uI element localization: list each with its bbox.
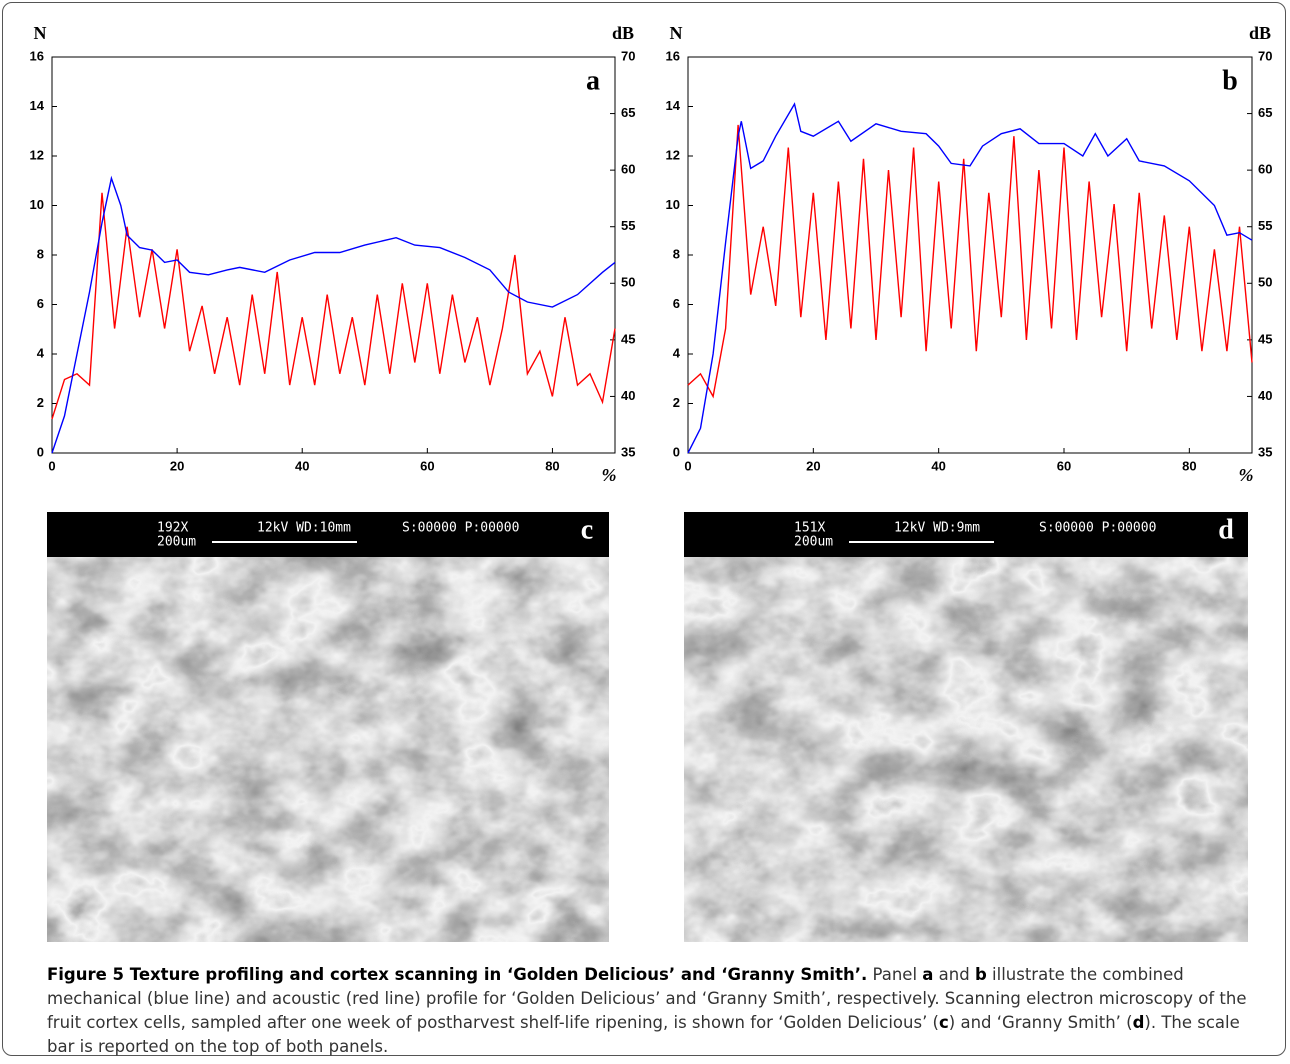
y2-tick-label: 45 [621, 331, 635, 346]
x-tick-label: 40 [295, 458, 309, 473]
y-tick-label: 16 [30, 48, 44, 63]
sem-header [47, 512, 609, 557]
magnification: 192X [157, 521, 188, 536]
scale-label: 200um [157, 535, 196, 550]
y-tick-label: 8 [37, 246, 44, 261]
y2-tick-label: 50 [621, 275, 635, 290]
caption-bold: Figure 5 Texture profiling and cortex sc… [47, 965, 868, 984]
data-line [687, 124, 1253, 399]
caption-bold: b [974, 965, 987, 984]
y-tick-label: 6 [673, 296, 680, 311]
caption-text: and [933, 965, 975, 984]
counter: S:00000 P:00000 [1039, 521, 1156, 536]
panel-label: a [586, 65, 600, 96]
y-tick-label: 12 [666, 147, 680, 162]
x-tick-label: 60 [420, 458, 434, 473]
caption-bold: d [1132, 1013, 1145, 1032]
y-tick-label: 6 [37, 296, 44, 311]
y2-tick-label: 70 [621, 48, 635, 63]
caption-text: ). The scale bar is reported on the top … [47, 1013, 1240, 1056]
caption-bold: c [939, 1013, 949, 1032]
y-tick-label: 10 [666, 197, 680, 212]
y2-tick-label: 55 [1258, 218, 1272, 233]
y2-tick-label: 45 [1258, 331, 1272, 346]
data-line [687, 102, 1253, 454]
x-tick-label: 20 [170, 458, 184, 473]
data-line [51, 175, 616, 454]
sem-image [47, 557, 609, 942]
caption-text: Panel [867, 965, 923, 984]
y-tick-label: 0 [37, 444, 44, 459]
settings: 12kV WD:9mm [894, 521, 980, 536]
panel-label: b [1222, 65, 1238, 96]
y2-tick-label: 65 [621, 105, 635, 120]
plot-frame [51, 56, 616, 454]
caption-text: ) and ‘Granny Smith’ ( [948, 1013, 1133, 1032]
y-tick-label: 14 [30, 98, 45, 113]
x-axis-label: % [1239, 465, 1254, 485]
sem-header [684, 512, 1248, 557]
y-axis-label: N [34, 23, 47, 43]
y-tick-label: 10 [30, 197, 44, 212]
y2-tick-label: 65 [1258, 105, 1272, 120]
y-tick-label: 12 [30, 147, 44, 162]
chart: 0 2 4 6 8 10 12 14 16 35 40 45 50 55 60 65 70 0 20 40 60 80 N d… [30, 23, 636, 485]
chart: 0 2 4 6 8 10 12 14 16 35 40 45 50 55 60 65 70 0 20 40 60 80 N d… [666, 23, 1273, 485]
y-tick-label: 14 [666, 98, 681, 113]
y2-axis-label: dB [612, 23, 634, 43]
x-tick-label: 80 [1182, 458, 1196, 473]
caption-text: illustrate the combined mechanical (blue… [47, 965, 1247, 1032]
micrograph: 192X 12kV WD:10mm S:00000 P:00000 200um c [47, 512, 609, 942]
x-tick-label: 80 [545, 458, 559, 473]
y-tick-label: 16 [666, 48, 680, 63]
y-tick-label: 4 [673, 345, 681, 360]
scale-label: 200um [794, 535, 833, 550]
y2-tick-label: 40 [1258, 388, 1272, 403]
x-tick-label: 20 [806, 458, 820, 473]
y2-tick-label: 35 [621, 444, 635, 459]
caption-bold: a [922, 965, 934, 984]
y-tick-label: 2 [673, 395, 680, 410]
x-tick-label: 0 [48, 458, 55, 473]
y-tick-label: 4 [37, 345, 45, 360]
y2-tick-label: 55 [621, 218, 635, 233]
y2-tick-label: 60 [1258, 162, 1272, 177]
y2-tick-label: 35 [1258, 444, 1272, 459]
sem-image [684, 557, 1248, 942]
x-tick-label: 0 [684, 458, 691, 473]
y2-tick-label: 50 [1258, 275, 1272, 290]
panel-label: c [581, 514, 593, 545]
caption: Figure 5 Texture profiling and cortex sc… [47, 963, 1272, 1059]
counter: S:00000 P:00000 [402, 521, 519, 536]
settings: 12kV WD:10mm [257, 521, 351, 536]
x-tick-label: 60 [1057, 458, 1071, 473]
y2-tick-label: 40 [621, 388, 635, 403]
y-tick-label: 8 [673, 246, 680, 261]
y2-axis-label: dB [1249, 23, 1271, 43]
x-tick-label: 40 [931, 458, 945, 473]
panel-label: d [1218, 514, 1234, 545]
y-tick-label: 0 [673, 444, 680, 459]
magnification: 151X [794, 521, 825, 536]
y-tick-label: 2 [37, 395, 44, 410]
data-line [51, 192, 616, 420]
y2-tick-label: 60 [621, 162, 635, 177]
x-axis-label: % [602, 465, 617, 485]
micrograph: 151X 12kV WD:9mm S:00000 P:00000 200um d [684, 512, 1248, 942]
y-axis-label: N [670, 23, 683, 43]
y2-tick-label: 70 [1258, 48, 1272, 63]
